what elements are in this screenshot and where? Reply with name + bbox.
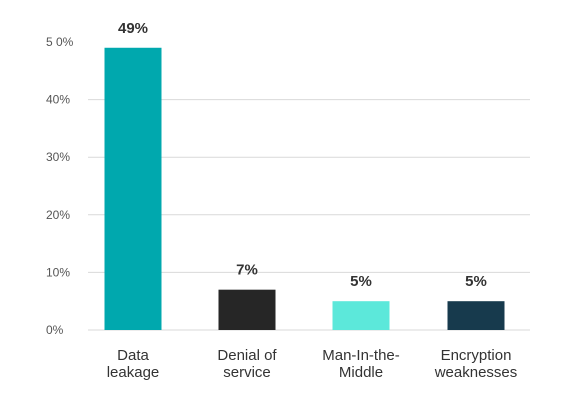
bar (447, 301, 505, 330)
y-tick-label: 0% (46, 323, 64, 337)
bars (104, 47, 505, 330)
category-label-line: Man-In-the- (322, 347, 400, 364)
category-label: Man-In-the-Middle (322, 347, 400, 381)
data-labels: 49% 7% 5% 5% (118, 20, 487, 290)
data-label: 5% (350, 273, 372, 290)
bar (218, 289, 276, 330)
category-label-line: Middle (339, 364, 383, 381)
y-tick-label: 10% (46, 265, 70, 279)
data-label: 5% (465, 273, 487, 290)
bar (332, 301, 390, 330)
bar (104, 47, 162, 330)
category-label-line: service (223, 364, 271, 381)
category-label-line: Denial of (217, 347, 277, 364)
category-label: Denial of service (217, 347, 277, 381)
data-label: 7% (236, 262, 258, 279)
category-label-line: Encryption (441, 347, 512, 364)
y-tick-label: 20% (46, 208, 70, 222)
category-label: Encryption weaknesses (434, 347, 518, 381)
category-label: Data leakage (107, 347, 160, 381)
y-tick-label: 40% (46, 93, 70, 107)
y-tick-label: 30% (46, 150, 70, 164)
category-label-line: leakage (107, 364, 160, 381)
category-label-line: weaknesses (434, 364, 518, 381)
y-tick-label: 5 0% (46, 35, 74, 49)
category-labels: Data leakage Denial of service Man-In-the-Mi… (107, 347, 518, 381)
y-axis-tick-labels: 0% 10% 20% 30% 40% 5 0% (46, 35, 74, 337)
category-label-line: Data (117, 347, 149, 364)
data-label: 49% (118, 20, 148, 37)
